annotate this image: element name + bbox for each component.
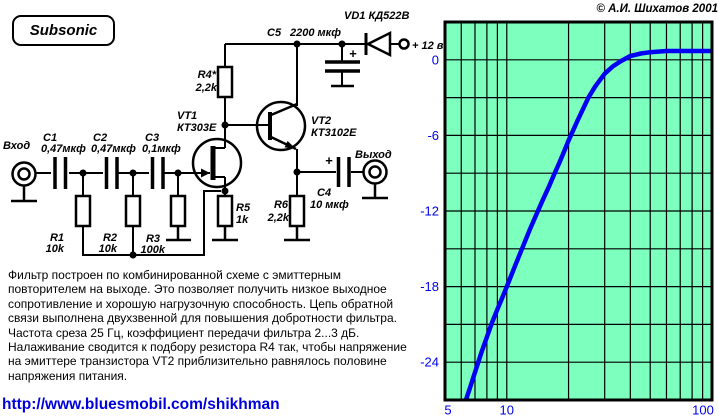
label-r1-value: 10k bbox=[46, 243, 65, 255]
resistor-r3 bbox=[169, 194, 187, 228]
c4-polarity-plus: + bbox=[325, 153, 333, 168]
y-tick-label: -18 bbox=[420, 279, 439, 294]
description-line: Налаживание сводится к подбору резистора… bbox=[8, 340, 407, 355]
junction-dots bbox=[79, 40, 346, 259]
resistor-r2 bbox=[124, 194, 142, 228]
capacitor-c1 bbox=[53, 157, 68, 189]
label-r3-value: 100k bbox=[141, 244, 166, 256]
description-line: на эмиттере транзистора VT2 приблизитель… bbox=[8, 354, 387, 369]
c5-polarity-plus: + bbox=[349, 46, 357, 61]
x-tick-label: 100 bbox=[692, 403, 714, 418]
description-line: повторителем на выходе. Это позволяет по… bbox=[8, 282, 387, 297]
description-line: связи выполнена двухзвенной для повышени… bbox=[8, 311, 397, 326]
input-label: Вход bbox=[3, 140, 30, 152]
label-c2: C2 bbox=[93, 132, 107, 144]
label-r4: R4* bbox=[198, 69, 217, 81]
transistor-vt2-internals bbox=[268, 102, 298, 151]
label-r1: R1 bbox=[50, 232, 64, 244]
capacitor-c5-electrolytic bbox=[325, 60, 360, 88]
label-c3: C3 bbox=[145, 132, 159, 144]
site-url-link[interactable]: http://www.bluesmobil.com/shikhman bbox=[2, 396, 280, 413]
y-tick-label: 0 bbox=[432, 52, 439, 67]
transistor-vt1-internals bbox=[201, 146, 225, 180]
label-r5: R5 bbox=[236, 202, 251, 214]
resistor-r1 bbox=[74, 194, 92, 228]
x-tick-label: 5 bbox=[444, 403, 451, 418]
label-vt2-type: КТ3102Е bbox=[311, 127, 357, 139]
label-c2-value: 0,47мкф bbox=[91, 143, 136, 155]
ground-icon bbox=[11, 186, 37, 203]
title-box: Subsonic bbox=[12, 15, 115, 46]
label-c5: C5 bbox=[267, 27, 282, 39]
transistor-vt1-jfet bbox=[191, 137, 243, 189]
y-tick-label: -24 bbox=[420, 355, 439, 370]
ground-icons bbox=[166, 226, 310, 242]
npn-emitter-arrow-icon bbox=[284, 141, 296, 149]
label-r2: R2 bbox=[103, 232, 117, 244]
label-c5-value: 2200 мкф bbox=[289, 27, 341, 39]
label-r3: R3 bbox=[146, 233, 160, 245]
description-text: Фильтр построен по комбинированной схеме… bbox=[8, 268, 444, 383]
label-c4: C4 bbox=[317, 187, 331, 199]
resistors bbox=[74, 65, 306, 228]
diode-vd1 bbox=[364, 30, 392, 58]
wires bbox=[36, 43, 399, 256]
label-vd1: VD1 КД522В bbox=[344, 10, 410, 22]
y-tick-label: -6 bbox=[427, 128, 439, 143]
description-line: Фильтр построен по комбинированной схеме… bbox=[8, 268, 342, 282]
resistor-r4 bbox=[216, 65, 234, 99]
label-r2-value: 10k bbox=[99, 243, 118, 255]
y-tick-label: -12 bbox=[420, 204, 439, 219]
label-vt2: VT2 bbox=[311, 115, 331, 127]
description-line: Частота среза 25 Гц, коэффициент передач… bbox=[8, 325, 360, 340]
copyright-text: © А.И. Шихатов 2001 bbox=[596, 3, 718, 15]
jfet-gate-arrow-icon bbox=[201, 168, 210, 178]
capacitor-c4 bbox=[336, 157, 351, 187]
description-line: сопротивление и хорошую нагрузочную спос… bbox=[8, 296, 394, 311]
label-c3-value: 0,1мкф bbox=[142, 143, 181, 155]
x-tick-label: 10 bbox=[500, 403, 514, 418]
plot-border bbox=[443, 20, 714, 402]
description-line: напряжения питания. bbox=[8, 368, 128, 383]
capacitor-c3 bbox=[150, 157, 165, 189]
ground-icon bbox=[362, 184, 388, 200]
resistor-r5 bbox=[216, 194, 234, 228]
label-r6: R6 bbox=[274, 199, 289, 211]
page-title: Subsonic bbox=[29, 22, 98, 39]
resistor-r6 bbox=[288, 194, 306, 228]
supply-label: + 12 в bbox=[412, 40, 444, 52]
output-connector bbox=[362, 159, 388, 200]
label-r6-value: 2,2k bbox=[267, 212, 290, 224]
input-connector bbox=[11, 161, 37, 203]
supply-terminal bbox=[398, 38, 410, 50]
label-r4-value: 2,2k bbox=[195, 82, 218, 94]
output-label: Выход bbox=[355, 149, 392, 161]
response-curve bbox=[463, 48, 712, 400]
label-c4-value: 10 мкф bbox=[310, 199, 349, 211]
label-vt1-type: КТ303Е bbox=[177, 122, 217, 134]
capacitor-c2 bbox=[104, 157, 119, 189]
frequency-response-chart: 0 -6 -12 -18 -24 5 10 100 bbox=[418, 0, 719, 420]
label-c1: C1 bbox=[43, 132, 57, 144]
label-vt1: VT1 bbox=[177, 110, 197, 122]
label-c1-value: 0,47мкф bbox=[41, 143, 86, 155]
label-r5-value: 1k bbox=[236, 214, 249, 226]
circuit-schematic: Вход Выход C1 0,47мкф C2 0,47мкф C3 0,1м… bbox=[3, 10, 444, 259]
chart-canvas: 0 -6 -12 -18 -24 5 10 100 bbox=[420, 20, 714, 418]
